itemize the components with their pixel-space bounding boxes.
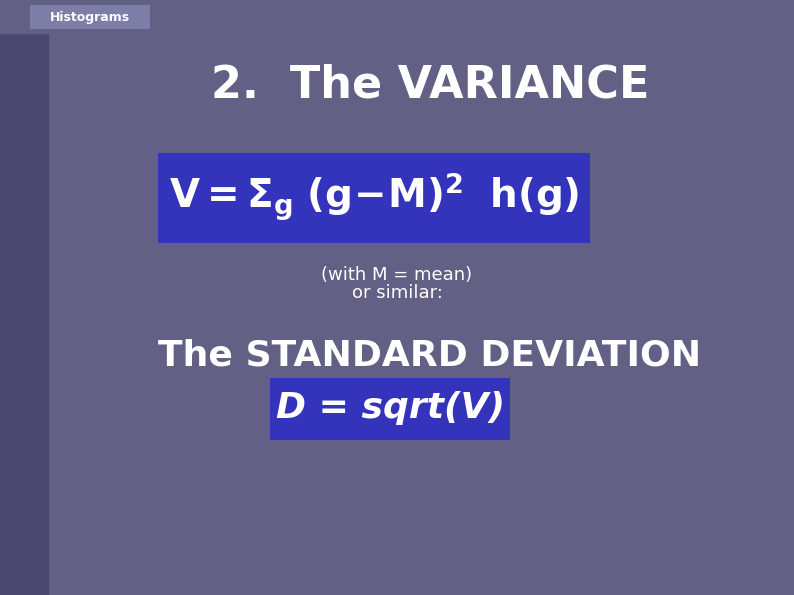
FancyBboxPatch shape — [158, 153, 590, 243]
Text: The STANDARD DEVIATION: The STANDARD DEVIATION — [159, 338, 702, 372]
Text: (with M = mean): (with M = mean) — [322, 266, 472, 284]
FancyBboxPatch shape — [30, 5, 150, 29]
Text: Histograms: Histograms — [50, 11, 130, 23]
Bar — [0, 0, 794, 33]
FancyBboxPatch shape — [270, 378, 510, 440]
Text: $\mathbf{V = \Sigma_g\ (g\!-\!M)^2\ \ h(g)}$: $\mathbf{V = \Sigma_g\ (g\!-\!M)^2\ \ h(… — [169, 171, 579, 223]
Text: or similar:: or similar: — [352, 284, 442, 302]
Text: D = sqrt(V): D = sqrt(V) — [276, 391, 504, 425]
Bar — [0, 0, 48, 595]
Text: 2.  The VARIANCE: 2. The VARIANCE — [210, 64, 649, 107]
